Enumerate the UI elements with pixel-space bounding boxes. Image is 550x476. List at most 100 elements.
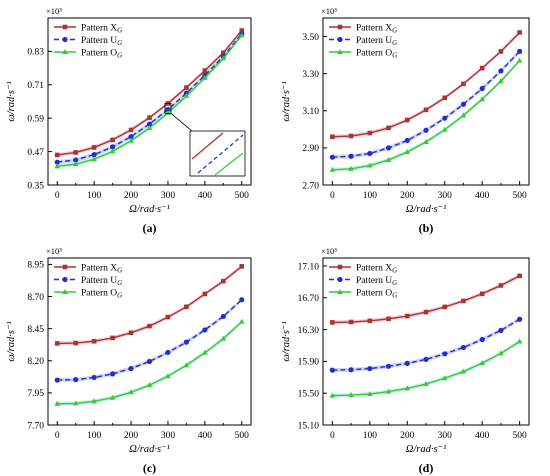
data-point-o xyxy=(329,392,336,398)
legend-label-x: Pattern XG xyxy=(81,263,122,274)
x-tick-label: 500 xyxy=(513,431,528,441)
x-tick-label: 0 xyxy=(330,191,335,201)
data-point-u xyxy=(498,327,504,333)
data-point-o xyxy=(479,96,485,102)
data-point-o xyxy=(146,382,153,388)
x-tick-label: 200 xyxy=(124,431,139,441)
data-point-x xyxy=(498,49,504,54)
data-point-o xyxy=(516,338,523,344)
data-point-u xyxy=(183,339,190,345)
data-point-x xyxy=(348,133,354,139)
data-point-u xyxy=(404,360,410,366)
data-point-u xyxy=(367,150,373,157)
x-tick-label: 200 xyxy=(124,191,139,201)
data-point-x xyxy=(330,320,335,325)
legend-label-u: Pattern UG xyxy=(356,36,397,47)
legend-label-subscript: G xyxy=(117,51,122,59)
series-band-u xyxy=(332,317,520,373)
y-tick-label: 8.45 xyxy=(27,325,44,335)
legend-label-main: Pattern X xyxy=(81,263,117,273)
data-point-u xyxy=(348,153,354,159)
x-tick-label: 0 xyxy=(55,431,60,441)
data-point-x xyxy=(498,283,504,288)
y-axis-label: ω/rad·s⁻¹ xyxy=(281,81,292,121)
legend-label-subscript: G xyxy=(392,266,397,274)
y-tick-label: 3.10 xyxy=(302,107,319,117)
data-point-o xyxy=(109,394,116,400)
y-tick-label: 7.70 xyxy=(27,421,44,431)
y-tick-label: 8.95 xyxy=(27,261,44,271)
data-point-o xyxy=(460,112,467,118)
data-point-u xyxy=(109,144,116,150)
data-point-o xyxy=(91,398,97,404)
y-tick-label: 17.10 xyxy=(298,262,320,272)
legend-label-subscript: G xyxy=(392,26,397,34)
legend-marker-x xyxy=(62,264,68,270)
data-point-u xyxy=(460,101,467,107)
data-point-o xyxy=(498,78,504,84)
data-point-x xyxy=(367,318,373,324)
data-point-o xyxy=(238,32,245,38)
data-point-o xyxy=(385,388,392,394)
series-line-u xyxy=(57,299,243,381)
data-point-x xyxy=(479,291,485,297)
data-point-o xyxy=(441,375,448,381)
x-tick-label: 100 xyxy=(363,431,378,441)
x-tick-label: 300 xyxy=(438,191,453,201)
axis-exponent: ×10³ xyxy=(46,6,62,16)
data-point-o xyxy=(202,74,208,80)
data-point-x xyxy=(442,304,448,310)
data-point-o xyxy=(385,156,392,162)
data-point-o xyxy=(441,126,448,132)
y-tick-label: 8.70 xyxy=(27,293,44,303)
data-point-u xyxy=(404,137,410,144)
x-axis-label: Ω/rad·s⁻¹ xyxy=(129,444,170,455)
legend-label-main: Pattern X xyxy=(81,23,117,33)
legend-marker-o xyxy=(337,289,343,294)
y-tick-label: 0.59 xyxy=(27,115,44,125)
x-tick-label: 400 xyxy=(198,191,213,201)
legend-label-main: Pattern X xyxy=(356,23,392,33)
data-point-o xyxy=(220,335,227,341)
panel-label: (c) xyxy=(143,461,156,475)
data-point-x xyxy=(404,117,410,123)
y-axis-label: ω/rad·s⁻¹ xyxy=(6,321,17,361)
legend-label-x: Pattern XG xyxy=(356,263,397,274)
legend-label-o: Pattern OG xyxy=(356,288,397,299)
legend-label-main: Pattern X xyxy=(356,263,392,273)
data-point-x xyxy=(423,309,429,315)
data-point-x xyxy=(386,316,391,322)
data-point-x xyxy=(404,313,410,319)
data-point-u xyxy=(348,367,354,373)
data-point-x xyxy=(239,28,245,33)
data-point-u xyxy=(498,68,504,74)
y-tick-label: 3.30 xyxy=(302,70,319,80)
legend-label-subscript: G xyxy=(392,51,397,59)
y-tick-label: 3.50 xyxy=(302,33,319,43)
data-point-u xyxy=(442,115,448,121)
x-tick-label: 300 xyxy=(438,431,453,441)
y-tick-label: 16.30 xyxy=(298,326,320,336)
data-point-x xyxy=(147,115,152,120)
data-point-u xyxy=(146,358,153,365)
plot-frame xyxy=(322,257,530,426)
legend-label-subscript: G xyxy=(392,39,397,47)
legend-label-main: Pattern O xyxy=(81,288,117,298)
data-point-o xyxy=(109,148,116,154)
x-tick-label: 300 xyxy=(161,431,176,441)
axis-exponent: ×10³ xyxy=(321,6,337,16)
legend-marker-x xyxy=(337,24,343,30)
data-point-o xyxy=(128,389,134,395)
data-point-x xyxy=(367,130,373,136)
x-tick-label: 500 xyxy=(235,431,250,441)
data-point-u xyxy=(220,313,226,320)
data-point-u xyxy=(128,133,134,140)
data-point-u xyxy=(385,145,392,151)
data-point-x xyxy=(128,330,134,336)
legend-marker-u xyxy=(337,276,343,283)
data-point-u xyxy=(460,344,467,351)
legend-label-o: Pattern OG xyxy=(81,288,122,299)
data-point-x xyxy=(110,137,115,143)
data-point-x xyxy=(330,134,335,140)
